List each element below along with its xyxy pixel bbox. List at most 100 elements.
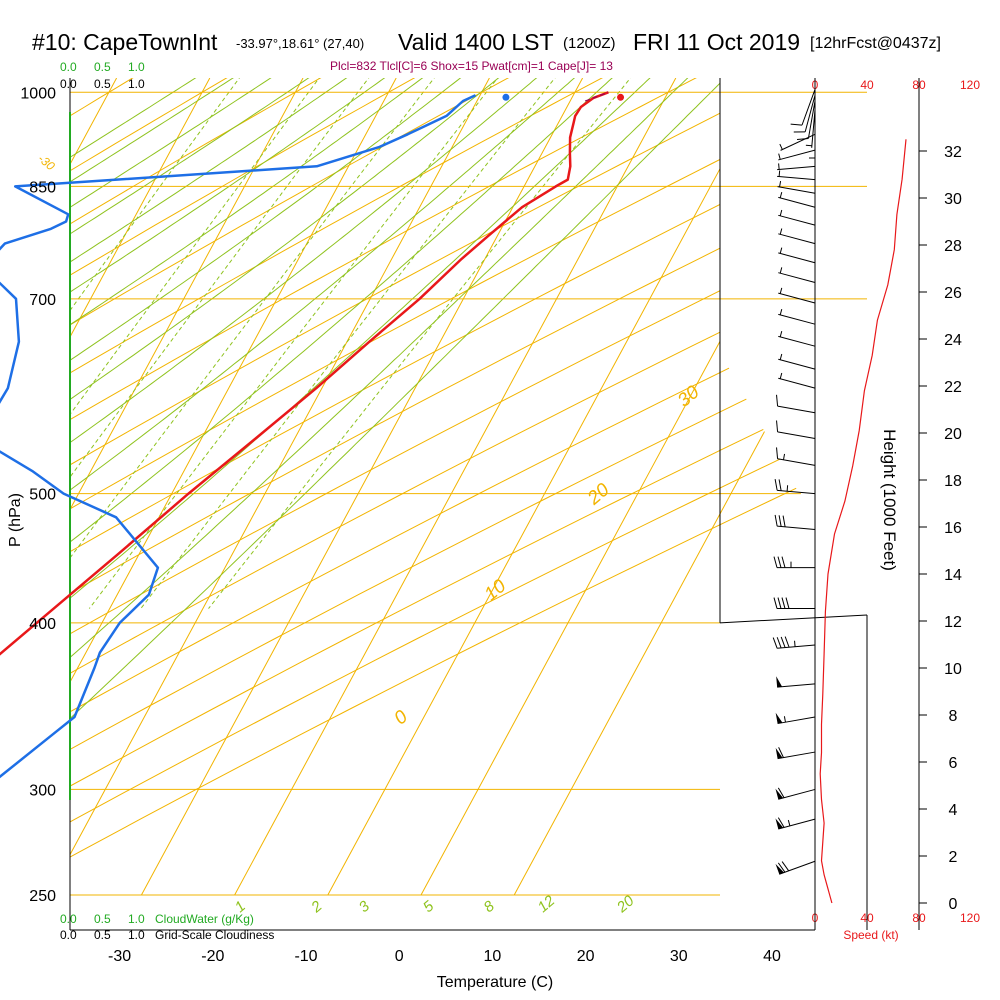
height-tick-label: 22 xyxy=(944,379,962,396)
mixing-ratio-line xyxy=(70,78,331,609)
cloud-top-label: 0.0 xyxy=(60,60,77,74)
wind-barb-full xyxy=(778,479,782,491)
wind-barb-staff xyxy=(777,525,816,530)
wind-barb-full xyxy=(778,515,782,527)
speed-top-label: 40 xyxy=(860,78,874,92)
mixing-ratio-label: 2 xyxy=(307,897,326,916)
isotherm-line xyxy=(70,78,118,895)
wind-barb-staff xyxy=(778,292,816,304)
wind-barb-full xyxy=(780,636,786,648)
wind-barb-staff xyxy=(811,109,816,148)
wind-barb-staff xyxy=(780,133,816,151)
wind-barb xyxy=(778,308,816,325)
background-lines xyxy=(70,78,867,895)
dry-adiabat-line xyxy=(70,78,867,884)
wind-barb xyxy=(778,287,816,304)
wind-barb-staff xyxy=(804,95,816,133)
wind-barb-half xyxy=(783,716,786,723)
wind-barb-staff xyxy=(778,252,816,264)
y-tick-label: 850 xyxy=(29,179,56,196)
plot-frame xyxy=(69,78,920,931)
wind-barb xyxy=(776,676,816,688)
mixing-ratio-label: 8 xyxy=(481,897,499,916)
y-tick-label: 250 xyxy=(29,888,56,905)
mixing-ratio-line xyxy=(140,78,567,609)
height-tick-label: 24 xyxy=(944,332,962,349)
wind-barb-flag xyxy=(775,788,784,800)
height-tick-label: 32 xyxy=(944,144,962,161)
wind-barb xyxy=(790,89,816,126)
sounding-traces xyxy=(0,91,625,779)
cloud-bottom-title: CloudWater (g/Kg) xyxy=(155,912,254,926)
cloudiness-bottom-label: 1.0 xyxy=(128,928,145,942)
wind-barb xyxy=(778,247,816,264)
wind-barb xyxy=(779,133,816,151)
moist-adiabat-line xyxy=(70,78,554,895)
moist-adiabat-line xyxy=(70,78,255,771)
wind-barb xyxy=(773,556,815,569)
cloudiness-bottom-label: 0.5 xyxy=(94,928,111,942)
surface-temperature-marker xyxy=(617,93,625,101)
moist-adiabat-label: 0 xyxy=(390,706,412,729)
wind-barb-staff xyxy=(801,89,816,126)
wind-barb-half xyxy=(779,181,782,188)
wind-barb xyxy=(772,636,816,649)
forecast-info: [12hrFcst@0437z] xyxy=(810,35,941,52)
x-tick-label: 10 xyxy=(484,948,502,965)
dry-adiabat-line xyxy=(70,78,867,884)
wind-barb xyxy=(775,787,816,800)
wind-barb xyxy=(775,712,816,725)
isotherm-line xyxy=(327,78,770,895)
moist-adiabat-label: 30 xyxy=(674,382,704,412)
wind-barb xyxy=(778,353,816,370)
wind-speed-profile xyxy=(819,139,907,904)
height-tick-label: 16 xyxy=(944,520,962,537)
dewpoint-trace xyxy=(0,94,477,779)
wind-barb-full xyxy=(773,597,778,609)
wind-barb xyxy=(793,95,816,133)
speed-top-label: 120 xyxy=(960,78,980,92)
mixing-ratio-line xyxy=(88,78,509,609)
wind-barb xyxy=(778,372,816,389)
wind-barb xyxy=(778,330,816,347)
temperature-trace xyxy=(0,91,609,656)
cloud-top-label: 0.5 xyxy=(94,60,111,74)
x-tick-label: 40 xyxy=(763,948,781,965)
wind-barb-half xyxy=(787,819,791,826)
wind-barb-half xyxy=(782,453,786,460)
dry-adiabat-line xyxy=(70,78,535,884)
wind-barb-full xyxy=(777,817,785,828)
height-tick-label: 10 xyxy=(944,661,962,678)
wind-barb xyxy=(805,109,816,148)
wind-barb xyxy=(777,170,816,181)
wind-barb-flag xyxy=(775,712,783,724)
dry-adiabat-line xyxy=(70,78,346,884)
forecast-date: FRI 11 Oct 2019 xyxy=(633,29,800,55)
dry-adiabat-line xyxy=(70,78,440,884)
moist-adiabat-line xyxy=(70,78,218,735)
wind-barb-staff xyxy=(777,165,816,171)
wind-barb-half xyxy=(778,153,781,160)
wind-barb-flag xyxy=(775,818,784,829)
x-tick-label: 30 xyxy=(670,948,688,965)
wind-barb xyxy=(774,514,816,530)
speed-scale-bottom: 0 40 80 120 Speed (kt) xyxy=(812,911,981,942)
cloudiness-bottom-title: Grid-Scale Cloudiness xyxy=(155,928,274,942)
axes: -30 -20 -10 0 10 20 30 401000850700500400300250… xyxy=(20,85,962,965)
wind-barb-full xyxy=(777,597,782,609)
wind-barb-full xyxy=(785,597,790,609)
height-tick-label: 14 xyxy=(944,567,962,584)
isotherm-line xyxy=(70,78,304,895)
wind-barb-staff xyxy=(777,644,816,649)
moist-adiabat-line xyxy=(70,78,703,895)
x-axis-title: Temperature (C) xyxy=(437,974,553,991)
height-tick-label: 26 xyxy=(944,285,962,302)
moist-adiabat-line xyxy=(70,78,293,810)
speed-scale-top: 0 40 80 120 xyxy=(812,78,981,92)
wind-barb-half xyxy=(779,267,783,274)
speed-title: Speed (kt) xyxy=(843,928,898,942)
wind-barb-half xyxy=(794,640,796,647)
cloudiness-top-label: 1.0 xyxy=(128,77,145,91)
wind-barb-full xyxy=(776,420,779,432)
valid-time: Valid 1400 LST xyxy=(398,29,554,55)
